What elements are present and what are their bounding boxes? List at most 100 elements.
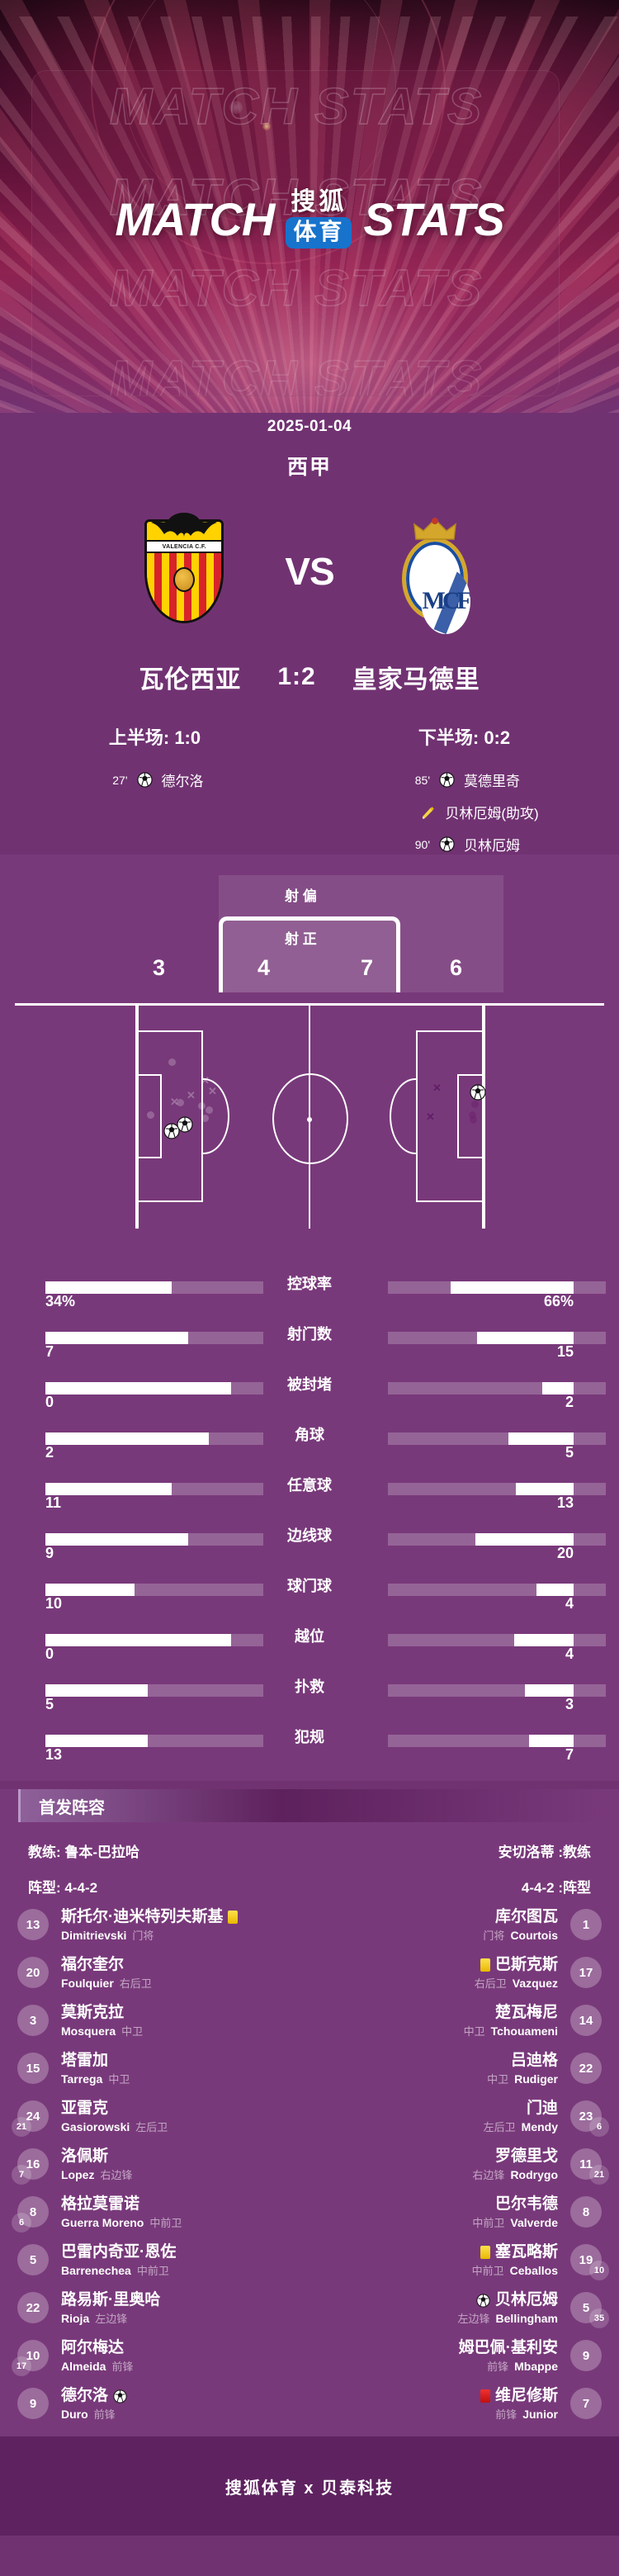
- player-row[interactable]: 9 姆巴佩·基利安 前锋 Mbappe: [310, 2332, 619, 2380]
- player-meta: 右后卫 Vazquez: [326, 1975, 558, 1991]
- player-row[interactable]: 14 楚瓦梅尼 中卫 Tchouameni: [310, 1997, 619, 2045]
- stat-row: 11 任意球 13: [0, 1457, 619, 1511]
- player-row[interactable]: 16 7 洛佩斯 Lopez 右边锋: [0, 2141, 310, 2189]
- player-name-row: 库尔图瓦: [326, 1908, 558, 1926]
- player-row[interactable]: 10 17 阿尔梅达 Almeida 前锋: [0, 2332, 310, 2380]
- player-name-row: 德尔洛: [61, 2387, 293, 2405]
- player-position: 中前卫: [472, 2216, 505, 2229]
- player-row[interactable]: 17 巴斯克斯 右后卫 Vazquez: [310, 1949, 619, 1997]
- off-target-label: 射 偏: [285, 888, 317, 904]
- substitute-number: 21: [12, 2117, 31, 2137]
- shot-marker: ✕: [170, 1096, 179, 1108]
- yellow-card-icon: [480, 1958, 490, 1972]
- stat-row: 2 角球 5: [0, 1407, 619, 1461]
- player-row[interactable]: 13 斯托尔·迪米特列夫斯基 Dimitrievski 门将: [0, 1901, 310, 1949]
- player-name-row: 巴雷内奇亚·恩佐: [61, 2243, 293, 2261]
- player-meta: Almeida 前锋: [61, 2358, 293, 2374]
- player-name-en: Valverde: [510, 2215, 558, 2229]
- player-row[interactable]: 20 福尔奎尔 Foulquier 右后卫: [0, 1949, 310, 1997]
- substitute-number: 35: [589, 2308, 609, 2328]
- goal-marker-icon: [470, 1084, 486, 1101]
- player-number-wrap: 13: [12, 1909, 56, 1942]
- player-row[interactable]: 24 21 亚雷克 Gasiorowski 左后卫: [0, 2093, 310, 2141]
- player-name-en: Foulquier: [61, 1976, 114, 1990]
- assist-name: 贝林厄姆(助攻): [445, 806, 539, 822]
- player-row[interactable]: 22 路易斯·里奥哈 Rioja 左边锋: [0, 2285, 310, 2332]
- player-name-en: Rioja: [61, 2311, 90, 2325]
- stat-label: 边线球: [287, 1527, 332, 1544]
- first-half-scorers: 27' 德尔洛: [0, 769, 310, 790]
- stat-right-fill: [536, 1584, 574, 1596]
- stat-right-value: 66%: [543, 1293, 574, 1309]
- home-team-crest: VALENCIA C.F.: [144, 513, 224, 623]
- ball-icon: [136, 772, 153, 788]
- player-row[interactable]: 8 巴尔韦德 中前卫 Valverde: [310, 2189, 619, 2237]
- stat-left-value: 0: [45, 1646, 54, 1662]
- player-row[interactable]: 23 6 门迪 左后卫 Mendy: [310, 2093, 619, 2141]
- on-target-block-home: [223, 921, 310, 992]
- crest-row: VALENCIA C.F. VS MCF: [0, 502, 619, 641]
- substitute-number: 6: [589, 2117, 609, 2137]
- stat-label: 球门球: [287, 1578, 332, 1594]
- player-row[interactable]: 9 德尔洛 Duro 前锋: [0, 2380, 310, 2428]
- player-position: 中卫: [487, 2072, 509, 2086]
- player-row[interactable]: 5 巴雷内奇亚·恩佐 Barrenechea 中前卫: [0, 2237, 310, 2285]
- player-row[interactable]: 1 库尔图瓦 门将 Courtois: [310, 1901, 619, 1949]
- player-name-en: Tarrega: [61, 2072, 103, 2086]
- player-name-row: 贝林厄姆: [326, 2291, 558, 2309]
- player-row[interactable]: 5 35 贝林厄姆 左边锋 Bellingham: [310, 2285, 619, 2332]
- player-row[interactable]: 15 塔雷加 Tarrega 中卫: [0, 2045, 310, 2093]
- player-position: 门将: [483, 1929, 505, 1942]
- shot-map-section: 射 偏 射 正 3 4 7 6 ✕ ✕ ✕: [0, 855, 619, 1229]
- player-meta: 前锋 Junior: [326, 2406, 558, 2422]
- player-info: 塔雷加 Tarrega 中卫: [56, 2052, 298, 2086]
- player-meta: Foulquier 右后卫: [61, 1975, 293, 1991]
- player-info: 贝林厄姆 左边锋 Bellingham: [321, 2291, 563, 2326]
- players-lists: 13 斯托尔·迪米特列夫斯基 Dimitrievski 门将 20 福尔奎尔 Foulqui…: [0, 1901, 619, 2428]
- stat-row: 34% 控球率 66%: [0, 1256, 619, 1309]
- player-info: 巴斯克斯 右后卫 Vazquez: [321, 1956, 563, 1991]
- player-name-cn: 门迪: [526, 2100, 558, 2118]
- logo-sports-badge: 体育: [286, 217, 352, 249]
- scorer-minute: 85': [414, 773, 430, 787]
- player-name-cn: 塔雷加: [61, 2052, 109, 2070]
- player-row[interactable]: 19 10 塞瓦略斯 中前卫 Ceballos: [310, 2237, 619, 2285]
- stat-left-value: 34%: [45, 1293, 76, 1309]
- team-score-row: 瓦伦西亚 1:2 皇家马德里: [0, 659, 619, 695]
- substitute-number: 6: [12, 2213, 31, 2233]
- stat-right-fill: [451, 1281, 574, 1294]
- hero-glow-dot: [262, 122, 271, 130]
- player-meta: 左边锋 Bellingham: [326, 2310, 558, 2326]
- player-row[interactable]: 11 21 罗德里戈 右边锋 Rodrygo: [310, 2141, 619, 2189]
- player-number-wrap: 3: [12, 2005, 56, 2038]
- player-row[interactable]: 8 6 格拉莫雷诺 Guerra Moreno 中前卫: [0, 2189, 310, 2237]
- player-name-row: 洛佩斯: [61, 2147, 293, 2166]
- stat-row: 9 边线球 20: [0, 1508, 619, 1561]
- player-name-en: Junior: [522, 2407, 558, 2421]
- player-meta: 中前卫 Ceballos: [326, 2262, 558, 2278]
- player-name-en: Barrenechea: [61, 2263, 131, 2277]
- stat-right-value: 13: [556, 1494, 574, 1511]
- player-info: 洛佩斯 Lopez 右边锋: [56, 2147, 298, 2182]
- player-info: 阿尔梅达 Almeida 前锋: [56, 2339, 298, 2374]
- player-row[interactable]: 3 莫斯克拉 Mosquera 中卫: [0, 1997, 310, 2045]
- player-number-wrap: 15: [12, 2053, 56, 2086]
- assist-entry: 贝林厄姆(助攻): [390, 802, 539, 822]
- player-number-wrap: 1: [563, 1909, 607, 1942]
- ball-icon: [439, 772, 455, 788]
- player-meta: 前锋 Mbappe: [326, 2358, 558, 2374]
- stat-row: 7 射门数 15: [0, 1306, 619, 1360]
- yellow-card-icon: [480, 2246, 490, 2259]
- ghost-title: MATCH STATS: [109, 259, 484, 318]
- left-six-yard-box: [135, 1074, 162, 1158]
- stat-right-value: 3: [565, 1696, 574, 1712]
- player-row[interactable]: 7 维尼修斯 前锋 Junior: [310, 2380, 619, 2428]
- stat-right-fill: [475, 1533, 574, 1546]
- player-position: 中前卫: [149, 2216, 182, 2229]
- player-number-wrap: 10 17: [12, 2340, 56, 2376]
- match-score: 1:2: [277, 663, 316, 690]
- stat-left-fill: [45, 1432, 210, 1445]
- player-row[interactable]: 22 吕迪格 中卫 Rudiger: [310, 2045, 619, 2093]
- match-date: 2025-01-04: [267, 418, 352, 435]
